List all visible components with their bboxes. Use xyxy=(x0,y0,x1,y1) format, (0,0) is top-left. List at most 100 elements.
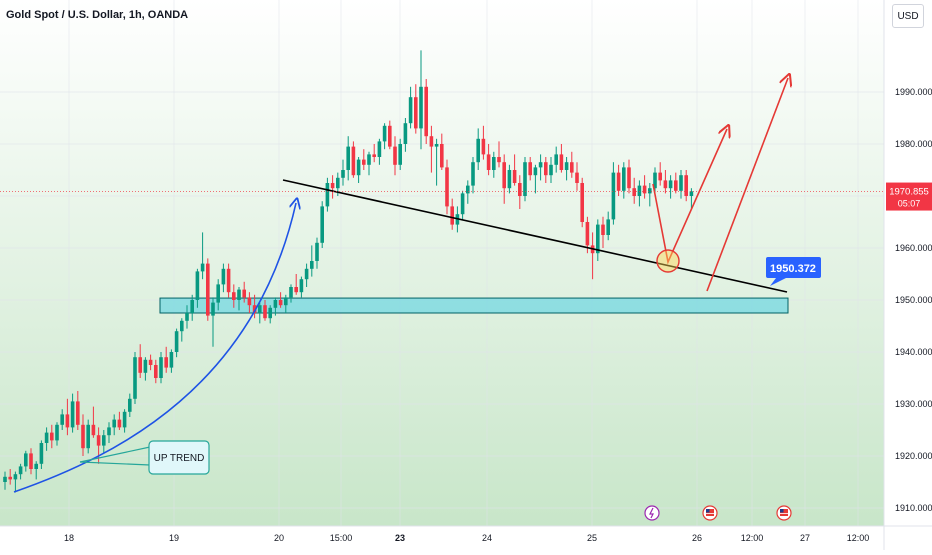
candle xyxy=(507,164,512,194)
candle xyxy=(684,170,688,202)
support-zone xyxy=(159,297,789,314)
candle xyxy=(408,86,413,129)
candle-body xyxy=(341,170,345,178)
candle-body xyxy=(8,476,12,480)
candle xyxy=(466,180,470,204)
candle-body xyxy=(471,162,475,186)
annotation-box xyxy=(148,440,210,475)
candle xyxy=(180,318,184,342)
candle-body xyxy=(616,172,621,191)
candle-body xyxy=(65,414,70,428)
candle xyxy=(419,50,423,150)
candle xyxy=(70,393,75,433)
candle-body xyxy=(398,144,402,165)
candle xyxy=(533,164,538,194)
x-tick-label: 15:00 xyxy=(330,533,353,543)
candle-body xyxy=(180,320,184,332)
candle-body xyxy=(190,300,194,313)
candle-body xyxy=(658,172,662,181)
candle xyxy=(232,284,236,308)
candle xyxy=(689,188,694,209)
candle xyxy=(575,162,579,191)
candle xyxy=(315,237,319,269)
candle-body xyxy=(648,188,652,194)
candle-body xyxy=(211,302,215,316)
candle xyxy=(18,463,23,480)
candle-body xyxy=(528,162,532,176)
y-tick-label: 1990.000 xyxy=(895,87,932,97)
candle xyxy=(393,136,397,176)
us-flag-icon xyxy=(776,505,792,521)
candle-body xyxy=(408,97,413,124)
candle-body xyxy=(169,352,174,368)
key-level-label-bg xyxy=(766,257,821,278)
candle xyxy=(29,448,33,475)
candle xyxy=(284,294,288,313)
candle-body xyxy=(596,224,600,254)
candle-body xyxy=(414,97,418,129)
candle-body xyxy=(653,172,657,189)
candle xyxy=(674,172,678,194)
candle xyxy=(611,162,616,225)
candle-body xyxy=(523,162,527,196)
candle xyxy=(128,393,132,417)
candle-body xyxy=(642,185,647,194)
candle-body xyxy=(622,167,626,191)
candle xyxy=(294,274,298,295)
x-tick-label: 24 xyxy=(482,533,492,543)
candle xyxy=(658,162,662,186)
candle-body xyxy=(29,453,33,469)
candle-body xyxy=(242,289,246,298)
candle xyxy=(668,175,673,199)
candle xyxy=(580,177,584,228)
candle-body xyxy=(206,263,210,316)
candle xyxy=(169,349,174,373)
candle xyxy=(325,177,330,212)
candle-body xyxy=(13,474,18,480)
candle xyxy=(86,419,90,454)
candle-body xyxy=(388,125,392,147)
candle-body xyxy=(382,125,387,142)
candle-body xyxy=(18,466,23,475)
candle xyxy=(627,159,631,194)
candle-body xyxy=(117,419,122,428)
candle-body xyxy=(252,305,257,313)
y-tick-label: 1960.000 xyxy=(895,243,932,253)
candle xyxy=(616,164,621,196)
candle xyxy=(247,292,252,313)
flag-canton xyxy=(706,509,710,513)
candle-body xyxy=(585,222,590,246)
candle xyxy=(138,344,142,378)
candle xyxy=(91,406,96,438)
candle-body xyxy=(138,357,142,373)
candle xyxy=(429,125,434,173)
candle-body xyxy=(226,268,231,293)
x-tick-label: 27 xyxy=(800,533,810,543)
candle-body xyxy=(606,219,610,235)
candle xyxy=(107,422,111,443)
chart-title: Gold Spot / U.S. Dollar, 1h, OANDA xyxy=(6,9,189,21)
candle-body xyxy=(278,300,283,306)
candle xyxy=(481,125,486,160)
candle-body xyxy=(492,157,496,170)
y-tick-label: 1980.000 xyxy=(895,139,932,149)
drawings: UP TREND 1950.372 xyxy=(0,78,884,521)
candle xyxy=(76,391,80,430)
y-tick-label: 1910.000 xyxy=(895,503,932,513)
candle-body xyxy=(434,144,439,147)
candle-body xyxy=(627,167,631,189)
event-icon-ring xyxy=(644,505,660,521)
currency-button[interactable]: USD xyxy=(892,4,924,28)
candle-body xyxy=(336,177,340,189)
candle-body xyxy=(632,188,636,196)
candle-body xyxy=(403,123,408,144)
candle-body xyxy=(284,297,288,306)
candle-body xyxy=(91,424,96,436)
descending-trendline xyxy=(282,179,788,293)
candle xyxy=(601,216,605,248)
candle-body xyxy=(450,206,454,225)
candle xyxy=(44,427,49,451)
